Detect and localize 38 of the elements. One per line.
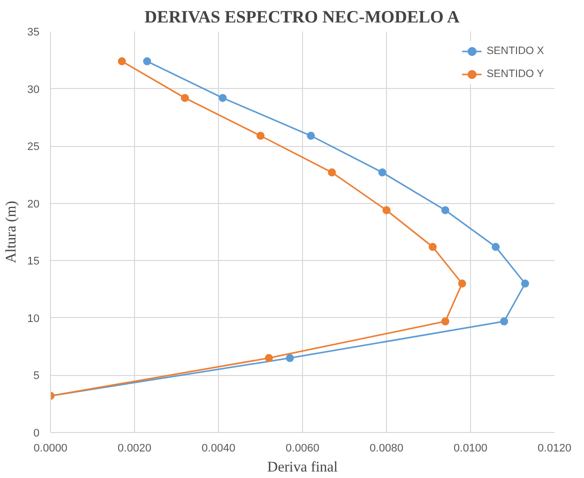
y-tick-label: 0 bbox=[33, 428, 40, 440]
x-tick-label: 0.0040 bbox=[202, 442, 236, 454]
point bbox=[328, 168, 336, 176]
point bbox=[428, 242, 437, 251]
point bbox=[441, 317, 450, 326]
y-tick-label: 10 bbox=[27, 312, 40, 325]
point bbox=[378, 168, 386, 176]
x-tick-label: 0.0100 bbox=[454, 442, 488, 454]
legend-label: SENTIDO Y bbox=[486, 68, 544, 80]
point bbox=[492, 242, 500, 251]
y-tick-label: 5 bbox=[33, 370, 40, 382]
point bbox=[256, 132, 264, 140]
y-tick-label: 25 bbox=[27, 141, 40, 154]
point bbox=[143, 57, 152, 66]
point bbox=[286, 354, 294, 362]
point bbox=[500, 317, 508, 326]
y-tick-label: 35 bbox=[27, 26, 40, 38]
point bbox=[118, 57, 126, 66]
x-tick-label: 0.0060 bbox=[286, 442, 320, 454]
x-tick-label: 0.0000 bbox=[34, 442, 68, 454]
x-tick-label: 0.0080 bbox=[370, 442, 404, 454]
point bbox=[382, 206, 390, 214]
x-tick-label: 0.0120 bbox=[538, 442, 572, 454]
chart-title: DERIVAS ESPECTRO NEC-MODELO A bbox=[144, 8, 460, 26]
point bbox=[306, 132, 315, 140]
y-tick-label: 20 bbox=[27, 198, 40, 210]
point bbox=[458, 280, 466, 288]
point bbox=[264, 354, 273, 362]
x-tick-label: 0.0020 bbox=[118, 442, 152, 454]
point bbox=[218, 94, 227, 102]
y-axis-title: Altura (m) bbox=[3, 200, 20, 264]
point bbox=[441, 206, 450, 214]
legend-label: SENTIDO X bbox=[486, 45, 544, 57]
point bbox=[521, 280, 530, 288]
x-axis-title: Deriva final bbox=[267, 460, 338, 476]
y-tick-label: 15 bbox=[27, 256, 40, 268]
point bbox=[180, 94, 189, 102]
y-tick-label: 30 bbox=[27, 84, 40, 96]
